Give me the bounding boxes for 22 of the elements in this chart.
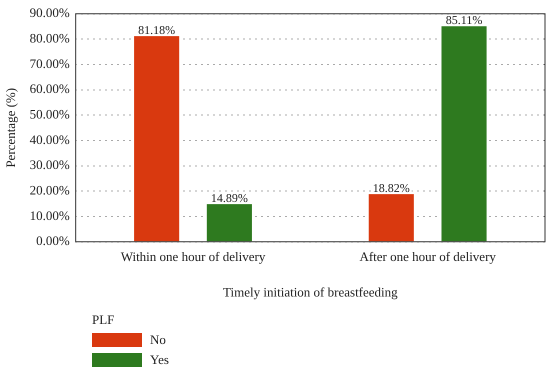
x-axis-title: Timely initiation of breastfeeding <box>223 284 398 300</box>
y-tick-label: 70.00% <box>30 56 70 71</box>
data-label: 81.18% <box>138 23 176 38</box>
x-tick-label: Within one hour of delivery <box>120 249 266 264</box>
y-tick-label: 90.00% <box>30 5 70 20</box>
data-label: 85.11% <box>446 13 482 28</box>
y-tick-label: 60.00% <box>30 81 70 96</box>
y-tick-label: 0.00% <box>36 233 70 248</box>
y-tick-label: 80.00% <box>30 30 70 46</box>
y-tick-label: 30.00% <box>30 157 70 172</box>
bar <box>368 194 414 242</box>
y-tick-label: 20.00% <box>30 182 70 198</box>
legend-label: No <box>150 332 166 348</box>
data-label: 14.89% <box>210 191 248 206</box>
y-axis-title: Percentage (%) <box>3 88 18 168</box>
y-tick-label: 50.00% <box>30 106 70 122</box>
y-tick-label: 10.00% <box>30 208 70 223</box>
x-tick-label: After one hour of delivery <box>359 249 496 264</box>
data-label: 18.82% <box>372 181 410 196</box>
y-tick-label: 40.00% <box>30 132 70 147</box>
legend-title: PLF <box>92 312 116 328</box>
legend-label: Yes <box>150 352 169 368</box>
